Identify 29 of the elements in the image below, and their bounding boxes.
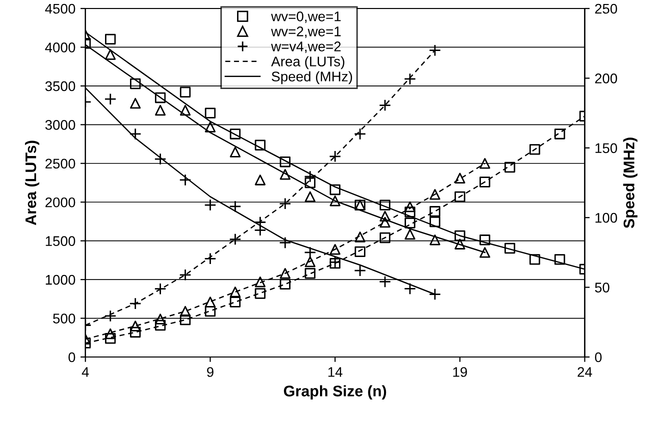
y-axis-title: Area (LUTs) bbox=[24, 140, 40, 226]
x-tick-label: 4 bbox=[82, 367, 89, 377]
y-tick-label: 4000 bbox=[45, 42, 76, 52]
legend-label: Area (LUTs) bbox=[271, 56, 344, 70]
y2-tick-label: 50 bbox=[595, 282, 610, 292]
y-tick-label: 3000 bbox=[45, 120, 76, 130]
y-tick-label: 1000 bbox=[46, 274, 76, 285]
y2-tick-label: 200 bbox=[595, 74, 618, 84]
y2-tick-label: 150 bbox=[596, 143, 618, 154]
y-tick-label: 0 bbox=[68, 352, 76, 362]
x-tick-label: 9 bbox=[207, 367, 214, 377]
x-tick-label: 24 bbox=[578, 367, 592, 377]
legend-label: w=v4,we=2 bbox=[271, 42, 341, 54]
y2-tick-label: 250 bbox=[595, 4, 618, 14]
y2-axis-title: Speed (MHz) bbox=[623, 138, 638, 228]
legend-label: wv=2,we=1 bbox=[271, 26, 341, 38]
legend-label: Speed (MHz) bbox=[272, 71, 352, 84]
y-tick-label: 2000 bbox=[45, 197, 76, 208]
legend-label: wv=0,we=1 bbox=[271, 11, 341, 23]
y-tick-label: 500 bbox=[53, 314, 76, 324]
x-tick-label: 14 bbox=[328, 367, 342, 377]
x-axis-title: Graph Size (n) bbox=[284, 385, 386, 400]
y-tick-label: 1500 bbox=[46, 236, 76, 246]
y-tick-label: 3500 bbox=[45, 81, 76, 92]
y-tick-label: 2500 bbox=[45, 158, 76, 169]
y-tick-label: 4500 bbox=[45, 4, 76, 14]
x-tick-label: 19 bbox=[453, 367, 467, 377]
y2-tick-label: 100 bbox=[596, 212, 618, 223]
y2-tick-label: 0 bbox=[594, 352, 602, 362]
